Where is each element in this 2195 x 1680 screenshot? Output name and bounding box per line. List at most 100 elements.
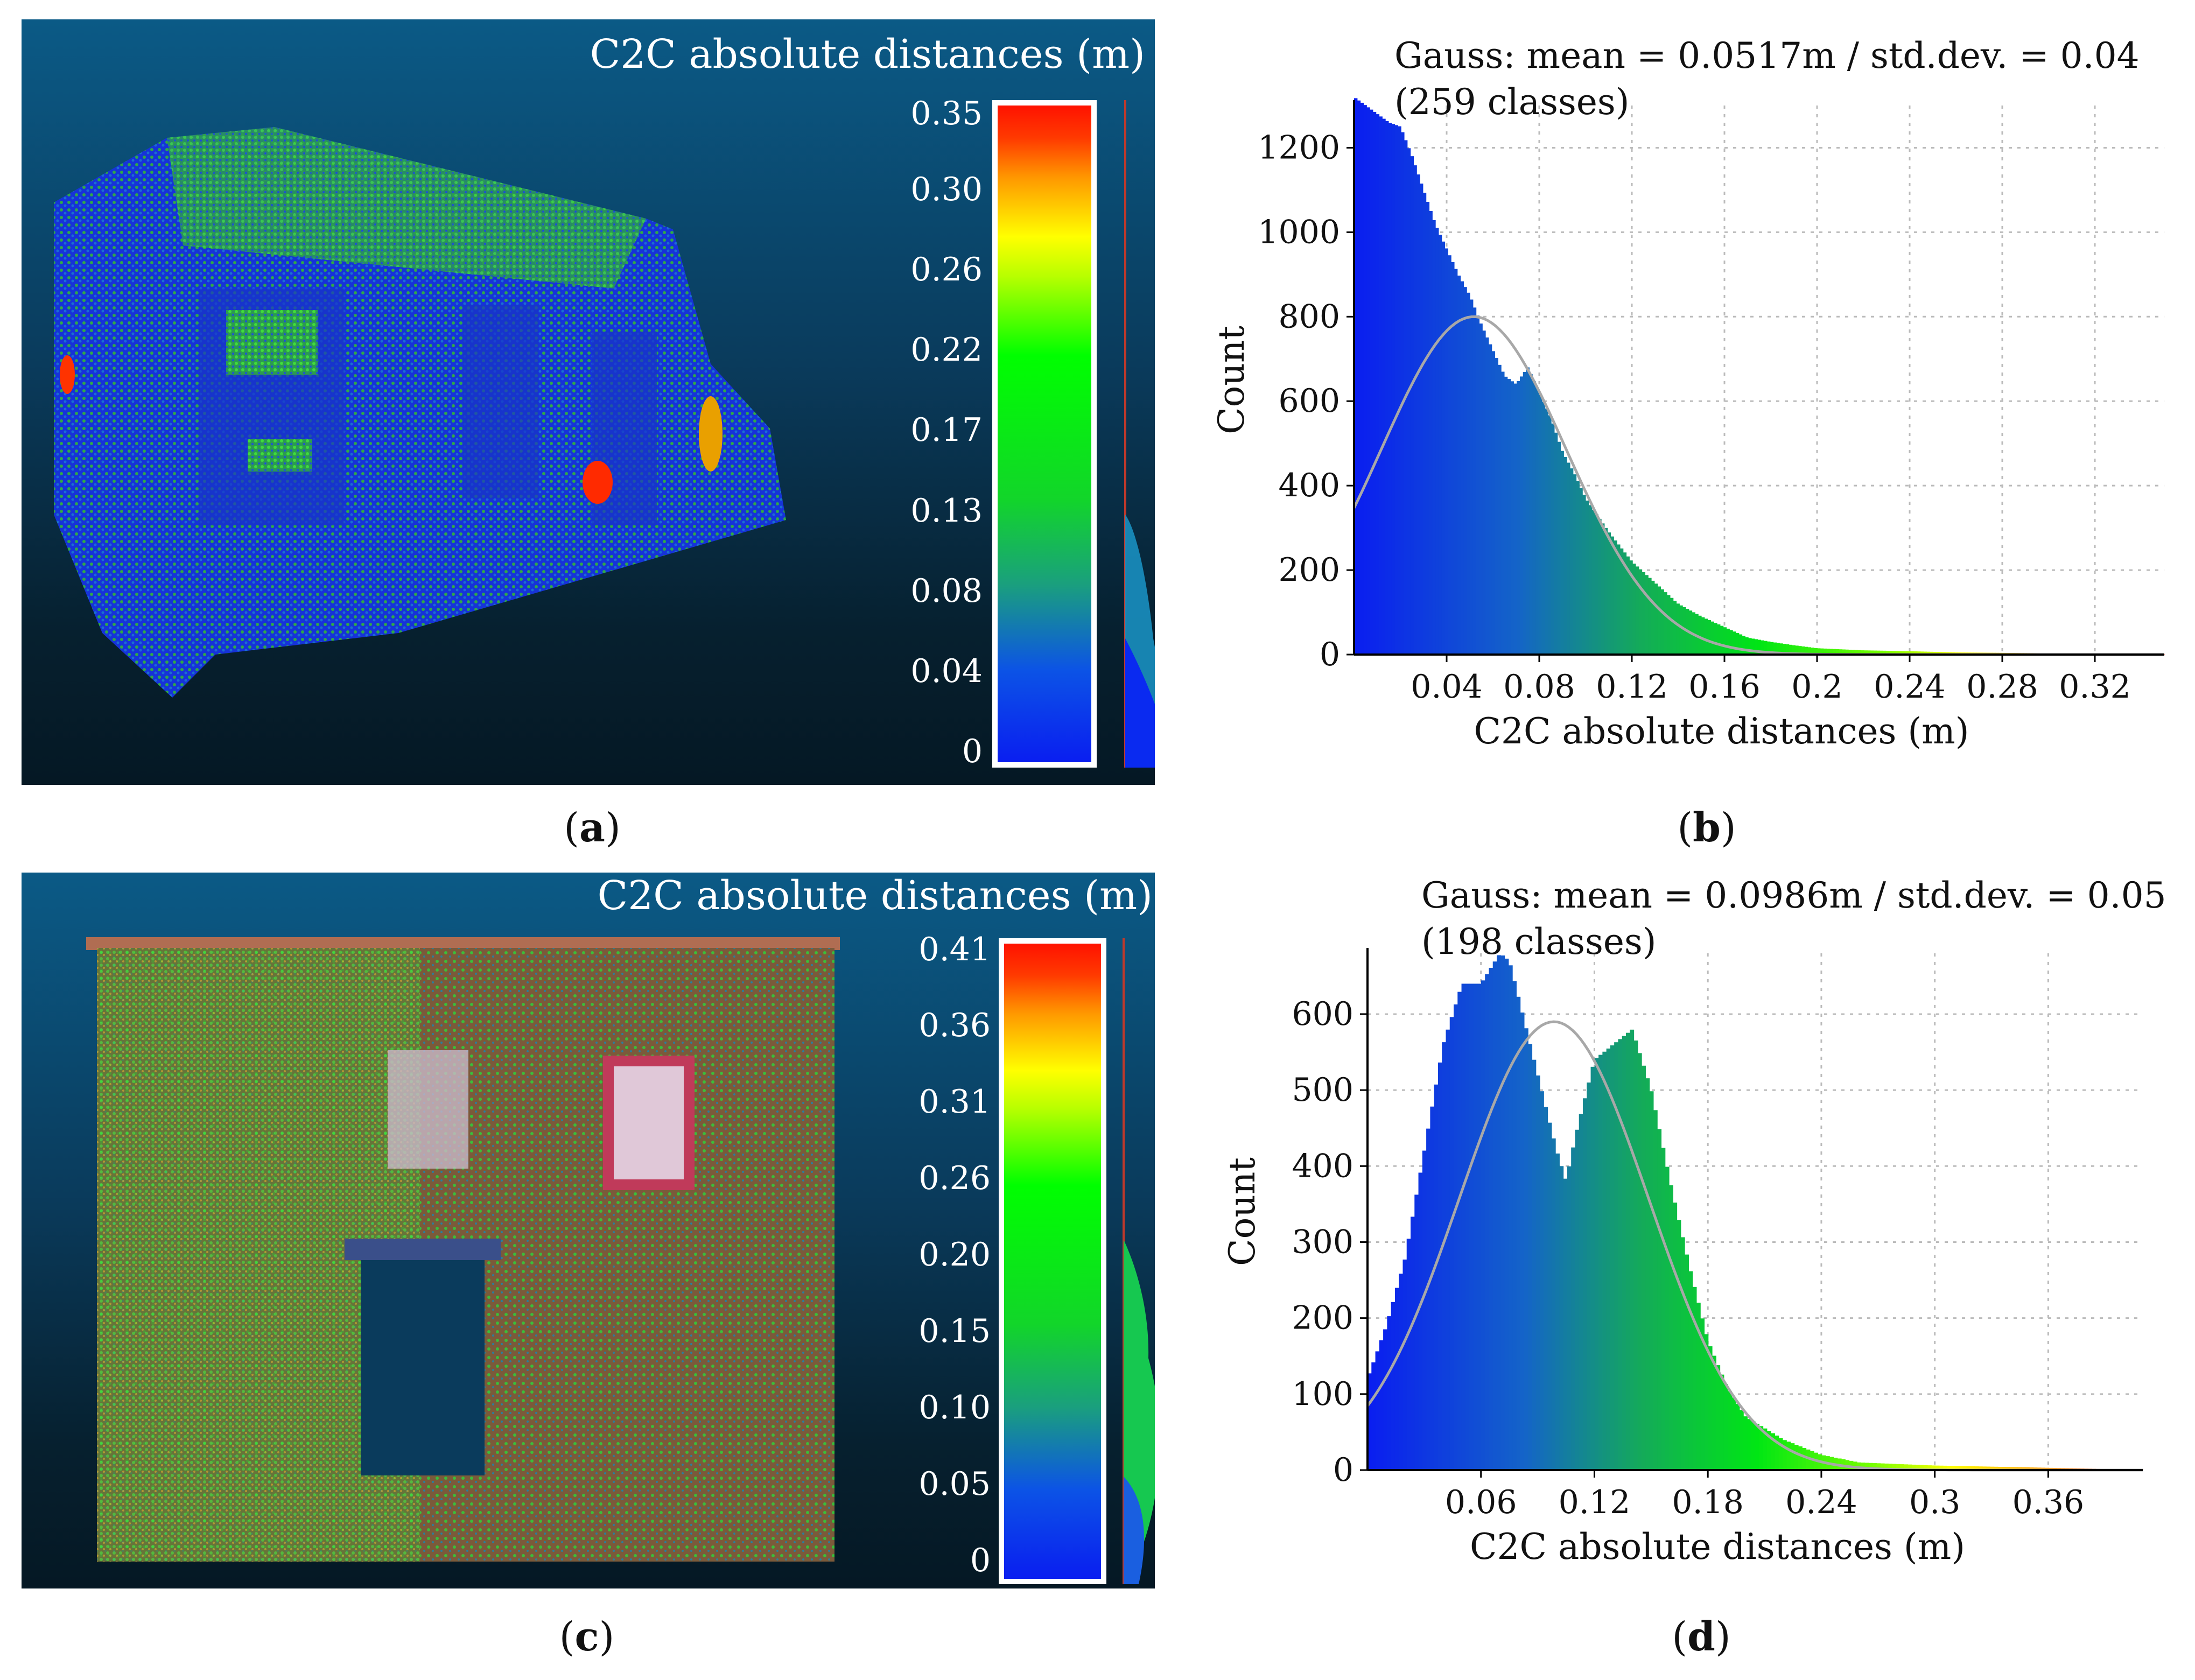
histogram-bar	[1764, 641, 1768, 655]
histogram-bar	[1461, 983, 1466, 1470]
histogram-bar	[1848, 650, 1852, 655]
histogram-bar	[1849, 1460, 1854, 1470]
histogram-bar	[1939, 1465, 1944, 1470]
y-tick-label: 300	[1292, 1223, 1354, 1261]
histogram-bar	[1532, 381, 1536, 655]
histogram-bar	[1898, 651, 1902, 655]
histogram-bar	[1880, 650, 1883, 655]
histogram-bar	[1437, 1062, 1442, 1470]
histogram-bar	[1854, 650, 1859, 655]
histogram-bar	[1489, 967, 1493, 1470]
histogram-bar	[1959, 1466, 1963, 1470]
histogram-bar	[1786, 1442, 1791, 1470]
histogram-bar	[1619, 548, 1624, 655]
histogram-bar	[1804, 646, 1808, 655]
histogram-bar	[1951, 1466, 1955, 1470]
panel-a-title: C2C absolute distances (m)	[590, 31, 1145, 78]
histogram-bar	[1883, 650, 1887, 655]
histogram-bar	[1733, 631, 1736, 655]
histogram-bar	[1829, 649, 1833, 655]
histogram-bar	[1651, 580, 1655, 655]
histogram-bar	[1507, 379, 1511, 655]
histogram-bar	[1491, 351, 1496, 655]
histogram-bar	[1435, 228, 1439, 655]
x-tick-label: 0.18	[1672, 1484, 1744, 1521]
histogram-bar	[1544, 1107, 1548, 1470]
histogram-bar	[1798, 646, 1802, 655]
histogram-bar	[1930, 651, 1933, 655]
histogram-bar	[1623, 552, 1627, 655]
histogram-bar	[1728, 1391, 1732, 1470]
histogram-bar	[1645, 1078, 1650, 1470]
histogram-bar	[1422, 1150, 1427, 1470]
histogram-bar	[1895, 651, 1899, 655]
histogram-bar	[1617, 544, 1621, 655]
histogram-bar	[1660, 589, 1664, 655]
histogram-bar	[1739, 1410, 1744, 1470]
histogram-bar	[1406, 1239, 1411, 1470]
chart-subtitle: (259 classes)	[1394, 81, 1630, 123]
histogram-bar	[1947, 1466, 1952, 1470]
histogram-bar	[1559, 1166, 1564, 1470]
histogram-bar	[1710, 621, 1714, 655]
histogram-bar	[1707, 620, 1712, 655]
histogram-bar	[2017, 1467, 2022, 1470]
histogram-bar	[1368, 1373, 1372, 1470]
histogram-bar	[1857, 650, 1861, 655]
y-tick-label: 100	[1292, 1375, 1354, 1413]
y-axis-label: Count	[1222, 1157, 1263, 1266]
histogram-bar	[1667, 595, 1671, 655]
histogram-chart-d: 0.06 0.12 0.18 0.24 0.3 0.36 0 100 200 300 400 500 6…	[1222, 875, 2166, 1567]
histogram-bar	[1771, 1433, 1775, 1470]
histogram-bar	[1785, 644, 1790, 655]
y-tick-label: 1200	[1258, 129, 1340, 166]
scale-label: 0	[962, 733, 983, 770]
histogram-bar	[1579, 488, 1583, 655]
histogram-bar	[1469, 983, 1474, 1470]
histogram-bar	[1477, 983, 1482, 1470]
histogram-bar	[1723, 1384, 1728, 1470]
histogram-bar	[1876, 650, 1880, 655]
histogram-bar	[1657, 586, 1661, 655]
histogram-bar	[1375, 1351, 1380, 1470]
histogram-bar	[1845, 649, 1849, 655]
histogram-bar	[1704, 1334, 1709, 1470]
histogram-bar	[1519, 376, 1524, 655]
scale-label: 0.30	[910, 171, 983, 208]
y-tick-label: 0	[1320, 636, 1340, 673]
histogram-bar	[1767, 641, 1771, 655]
x-tick-label: 0.12	[1596, 668, 1668, 706]
histogram-bar	[1454, 269, 1458, 655]
histogram-bar	[1704, 618, 1708, 655]
histogram-bar	[1538, 395, 1542, 655]
histogram-bar	[1935, 1465, 1940, 1470]
x-tick-label: 0.04	[1411, 668, 1483, 706]
histogram-bar	[1420, 184, 1423, 655]
histogram-bar	[1698, 615, 1702, 655]
histogram-bar	[1476, 315, 1480, 655]
histogram-bar	[1495, 358, 1498, 655]
histogram-bar	[1770, 642, 1774, 655]
histogram-bar	[1802, 1447, 1807, 1470]
histogram-bar	[1432, 220, 1436, 655]
y-tick-label: 800	[1278, 298, 1340, 335]
histogram-bar	[1472, 307, 1477, 655]
scale-label: 0.31	[918, 1083, 991, 1121]
x-tick-label: 0.36	[2012, 1484, 2085, 1521]
histogram-bar	[1513, 383, 1517, 655]
histogram-bar	[1551, 423, 1555, 655]
histogram-bar	[1407, 148, 1411, 655]
histogram-bar	[1454, 1004, 1458, 1470]
histogram-bar	[1742, 636, 1745, 655]
scale-label: 0.35	[910, 95, 983, 132]
histogram-bar	[1926, 651, 1930, 655]
histogram-bar	[1366, 107, 1370, 655]
histogram-bar	[1357, 100, 1361, 655]
scale-label: 0	[970, 1542, 991, 1579]
histogram-bar	[1426, 201, 1430, 655]
histogram-bar	[1990, 1466, 1995, 1470]
scale-label: 0.04	[910, 652, 983, 690]
histogram-bar	[1524, 1028, 1528, 1470]
histogram-bar	[1842, 649, 1846, 655]
histogram-bar	[1748, 638, 1752, 655]
